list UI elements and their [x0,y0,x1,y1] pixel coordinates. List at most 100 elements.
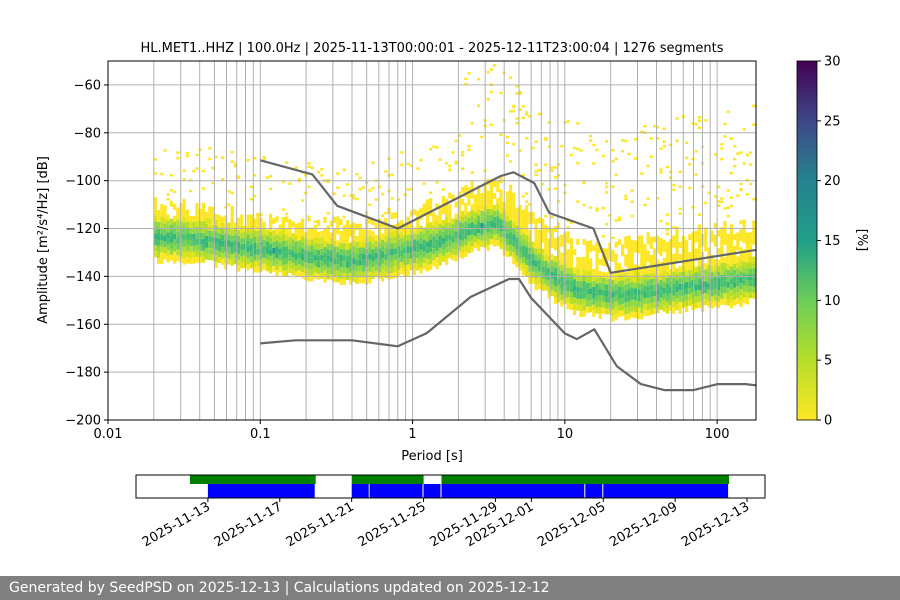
psd-outlier-cell [262,156,266,159]
psd-cell [438,211,442,218]
psd-cell [573,285,577,292]
psd-cell [553,262,557,268]
psd-cell [541,278,545,285]
psd-cell [153,251,157,258]
psd-cell [742,261,746,268]
psd-cell [409,252,413,259]
psd-cell [454,243,458,250]
psd-cell [272,218,276,224]
psd-outlier-cell [573,146,577,150]
psd-cell [624,236,628,243]
psd-cell [672,295,676,302]
psd-cell [377,266,381,273]
psd-cell [326,243,330,250]
psd-cell [470,234,474,241]
psd-cell [173,215,177,222]
psd-cell [624,308,628,315]
psd-cell [160,204,164,211]
psd-cell [509,232,513,239]
psd-cell [553,274,557,280]
psd-cell [512,204,516,211]
psd-cell [521,221,525,228]
psd-cell [624,302,628,309]
psd-cell [614,253,618,260]
psd-cell [217,221,221,228]
psd-outlier-cell [717,185,721,188]
psd-outlier-cell [518,90,522,94]
psd-outlier-cell [201,187,205,190]
psd-cell [675,304,679,311]
psd-outlier-cell [406,188,410,191]
psd-cell [672,307,676,314]
psd-cell [752,232,756,239]
psd-outlier-cell [189,189,193,193]
psd-cell [710,296,714,303]
psd-cell [217,215,221,222]
psd-cell [560,294,564,301]
timeline-panel [189,475,729,498]
psd-cell [614,265,618,272]
psd-cell [646,238,650,245]
psd-cell [269,231,273,238]
psd-cell [617,310,621,317]
psd-cell [256,242,260,249]
psd-cell [317,219,321,226]
psd-cell [185,233,189,240]
psd-cell [653,284,657,291]
psd-cell [582,304,586,311]
psd-cell [185,251,189,258]
psd-cell [608,284,612,291]
psd-cell [416,228,420,235]
psd-outlier-cell [352,194,356,197]
psd-outlier-cell [544,215,548,218]
psd-cell [733,233,737,240]
psd-cell [384,236,388,242]
psd-cell [534,272,538,279]
psd-outlier-cell [630,189,634,192]
psd-outlier-cell [153,158,157,161]
psd-cell [521,239,525,246]
psd-outlier-cell [723,122,727,126]
psd-cell [464,239,468,245]
psd-cell [496,228,500,234]
psd-outlier-cell [672,235,676,238]
psd-cell [717,302,721,308]
y-tick-label: −120 [65,222,101,237]
psd-cell [352,258,356,265]
psd-cell [445,240,449,247]
psd-cell [541,224,545,231]
psd-cell [553,268,557,274]
psd-outlier-cell [528,203,532,206]
psd-cell [739,283,743,290]
psd-cell [406,216,410,223]
psd-cell [573,279,577,286]
psd-cell [637,313,641,320]
psd-cell [237,247,241,254]
psd-outlier-cell [435,203,439,206]
psd-outlier-cell [429,191,433,195]
psd-cell [605,302,609,309]
psd-cell [557,242,561,249]
psd-outlier-cell [246,214,250,218]
psd-cell [515,219,519,226]
psd-cell [160,222,164,229]
psd-cell [486,238,490,245]
psd-cell [669,251,673,258]
psd-cell [528,241,532,248]
psd-cell [336,228,340,235]
psd-cell [262,221,266,228]
psd-cell [630,287,634,294]
psd-cell [381,233,385,240]
psd-cell [185,239,189,246]
psd-cell [451,242,455,249]
psd-cell [585,300,589,307]
psd-cell [182,258,186,265]
psd-cell [176,237,180,244]
psd-cell [493,210,497,217]
psd-cell [541,236,545,243]
psd-cell [208,224,212,231]
psd-cell [621,280,625,287]
psd-outlier-cell [326,212,330,215]
psd-cell [477,245,481,251]
psd-cell [467,193,471,200]
